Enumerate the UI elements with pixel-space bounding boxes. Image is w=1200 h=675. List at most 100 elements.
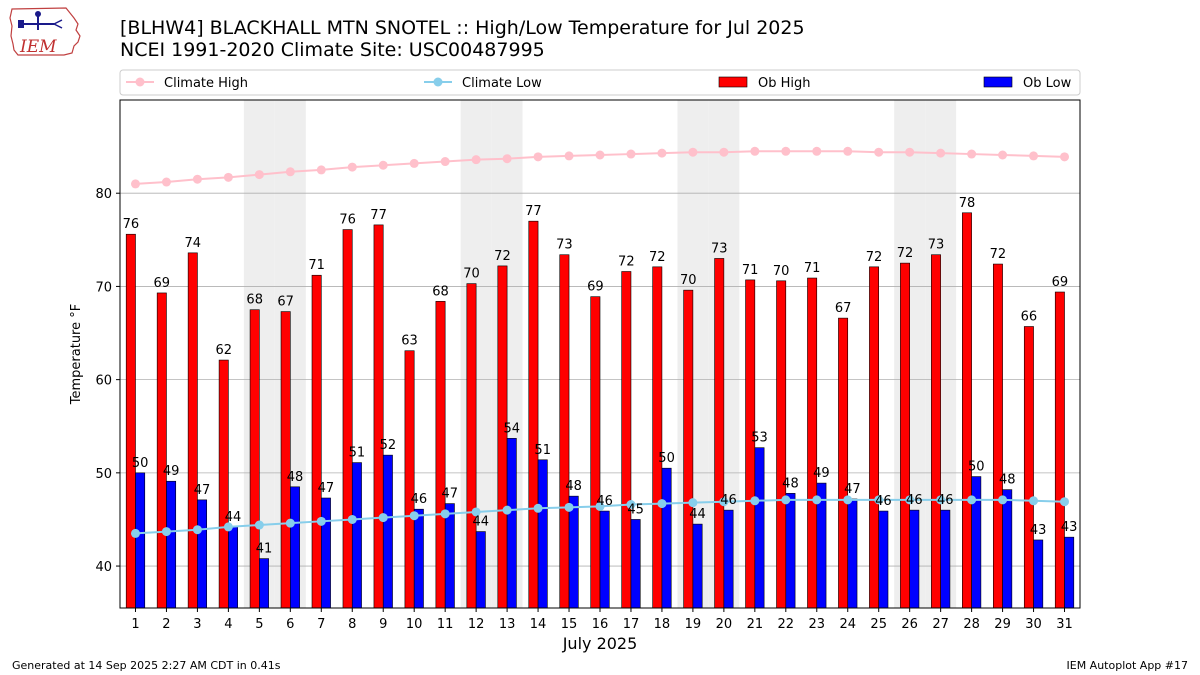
climate-low-point: [905, 495, 915, 505]
climate-high-point: [316, 165, 326, 175]
ob-high-label: 67: [835, 301, 852, 316]
ob-low-bar: [692, 523, 703, 609]
ob-high-label: 77: [525, 204, 542, 219]
ob-low-label: 50: [132, 456, 149, 471]
climate-low-point: [719, 497, 729, 507]
chart-subtitle: NCEI 1991-2020 Climate Site: USC00487995: [120, 39, 545, 61]
ob-high-bar: [311, 274, 322, 609]
ob-low-label: 41: [256, 542, 273, 557]
climate-high-point: [998, 150, 1008, 160]
x-tick-label: 21: [747, 617, 764, 632]
climate-low-point: [440, 509, 450, 519]
ob-high-bar: [1023, 326, 1034, 609]
ob-high-bar: [992, 263, 1003, 609]
ob-high-label: 71: [742, 263, 759, 278]
climate-high-point: [626, 149, 636, 159]
ob-high-label: 70: [680, 273, 697, 288]
chart-title: [BLHW4] BLACKHALL MTN SNOTEL :: High/Low…: [120, 17, 805, 39]
ob-low-bar: [259, 558, 269, 609]
climate-high-point: [471, 155, 481, 165]
generated-timestamp: Generated at 14 Sep 2025 2:27 AM CDT in …: [12, 659, 281, 672]
ob-high-bar: [900, 262, 910, 609]
climate-high-point: [440, 157, 450, 167]
ob-low-label: 46: [937, 493, 954, 508]
climate-low-point: [192, 525, 202, 535]
y-tick-label: 50: [95, 467, 112, 482]
legend-climate-low-label: Climate Low: [462, 76, 542, 91]
ob-high-bar: [652, 266, 663, 609]
ob-low-label: 50: [968, 460, 985, 475]
climate-low-point: [812, 495, 822, 505]
y-axis-label: Temperature °F: [69, 304, 84, 405]
x-tick-label: 3: [193, 617, 201, 632]
ob-high-label: 68: [246, 293, 263, 308]
x-tick-label: 20: [716, 617, 733, 632]
ob-low-bar: [475, 531, 486, 609]
ob-high-label: 74: [185, 236, 202, 251]
ob-low-bar: [413, 508, 424, 609]
ob-high-label: 72: [866, 250, 883, 265]
x-tick-label: 19: [685, 617, 702, 632]
ob-low-bar: [599, 510, 610, 609]
climate-low-point: [936, 495, 946, 505]
x-tick-label: 5: [255, 617, 263, 632]
climate-high-point: [254, 170, 264, 180]
legend: Climate High Climate Low Ob High Ob Low: [119, 69, 1081, 96]
ob-high-bar: [559, 254, 570, 609]
ob-low-bar: [228, 526, 238, 609]
climate-low-point: [347, 514, 357, 524]
ob-low-label: 44: [225, 510, 242, 525]
ob-low-label: 46: [875, 494, 892, 509]
ob-low-label: 49: [813, 466, 830, 481]
ob-low-label: 46: [596, 494, 613, 509]
x-tick-label: 13: [499, 617, 516, 632]
climate-low-point: [378, 513, 388, 523]
ob-high-label: 69: [1052, 275, 1069, 290]
ob-high-bar: [621, 271, 632, 609]
ob-high-label: 73: [711, 241, 728, 256]
ob-high-label: 62: [215, 343, 232, 358]
climate-low-point: [161, 527, 171, 537]
climate-high-point: [502, 154, 512, 164]
climate-high-point: [843, 146, 853, 156]
ob-high-bar: [714, 258, 725, 609]
climate-high-point: [564, 151, 574, 161]
x-tick-label: 28: [963, 617, 980, 632]
climate-high-point: [409, 158, 419, 168]
ob-high-label: 71: [804, 261, 821, 276]
climate-high-point: [595, 150, 605, 160]
ob-low-label: 46: [411, 492, 428, 507]
ob-low-label: 47: [442, 487, 459, 502]
ob-high-label: 77: [370, 208, 387, 223]
y-tick-label: 40: [95, 560, 112, 575]
x-tick-label: 22: [778, 617, 795, 632]
ob-low-bar: [723, 509, 734, 609]
ob-high-label: 70: [773, 264, 790, 279]
ob-high-label: 72: [494, 249, 511, 264]
climate-high-point: [347, 162, 357, 172]
ob-low-bar: [754, 447, 765, 609]
climate-low-point: [223, 522, 233, 532]
ob-low-bar: [1002, 489, 1013, 609]
ob-low-bar: [197, 499, 208, 609]
ob-low-label: 47: [844, 482, 861, 497]
x-tick-label: 1: [131, 617, 139, 632]
x-tick-label: 26: [901, 617, 918, 632]
climate-high-point: [192, 174, 202, 184]
ob-low-bar: [847, 498, 858, 609]
ob-high-bar: [776, 280, 787, 609]
ob-low-bar: [568, 495, 579, 609]
climate-low-point: [285, 518, 295, 528]
ob-low-bar: [166, 480, 177, 609]
ob-high-bar: [590, 296, 601, 609]
ob-high-bar: [373, 224, 384, 609]
ob-high-bar: [1054, 291, 1065, 609]
ob-low-label: 54: [503, 421, 520, 436]
climate-low-point: [657, 499, 667, 509]
ob-high-bar: [342, 229, 353, 609]
climate-low-point: [595, 501, 605, 511]
x-tick-label: 24: [839, 617, 856, 632]
ob-low-bar: [320, 497, 331, 609]
ob-high-label: 63: [401, 334, 418, 349]
